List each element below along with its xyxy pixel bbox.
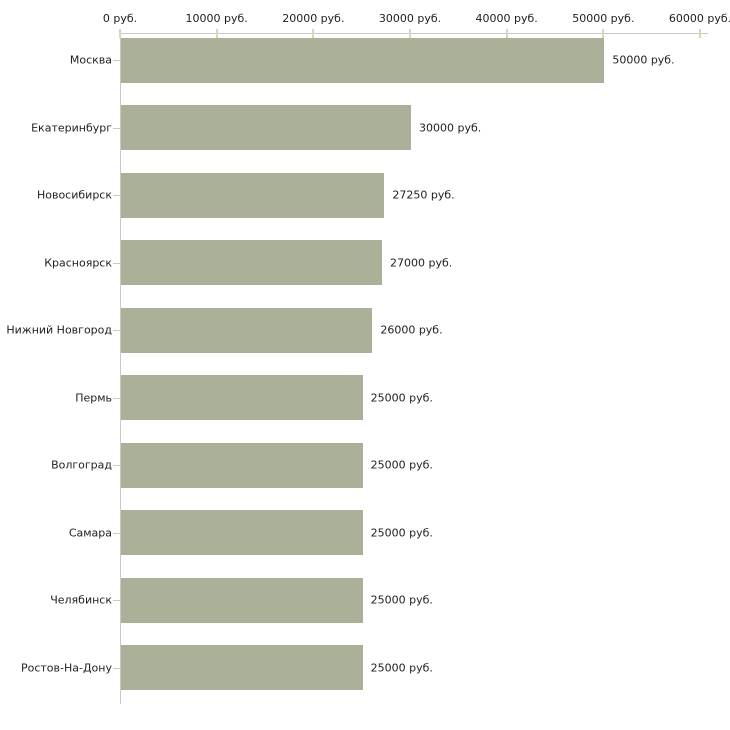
y-axis-tick-mark (113, 532, 121, 534)
value-label: 26000 руб. (380, 323, 443, 337)
bar (121, 577, 363, 623)
category-label: Волгоград (51, 458, 112, 472)
category-label: Челябинск (50, 593, 112, 607)
x-axis-tick-label: 50000 руб. (572, 12, 635, 25)
bar (121, 37, 605, 83)
category-label: Пермь (75, 391, 112, 404)
x-axis-tick-mark (409, 29, 411, 38)
x-axis-tick-label: 30000 руб. (378, 12, 442, 25)
value-label: 25000 руб. (370, 593, 433, 607)
category-label: Самара (68, 526, 112, 539)
bar (121, 510, 363, 555)
y-axis-tick-mark (113, 330, 121, 331)
x-axis-tick-label: 60000 руб. (668, 12, 730, 25)
category-label: Нижний Новгород (6, 323, 112, 337)
category-label: Новосибирск (36, 188, 112, 202)
value-label: 27000 руб. (390, 256, 453, 269)
x-axis-tick-mark (119, 29, 121, 38)
x-axis-line (120, 33, 708, 34)
y-axis-line (120, 33, 121, 704)
x-axis-tick-label: 10000 руб. (185, 12, 248, 25)
bar (121, 442, 363, 488)
value-label: 27250 руб. (392, 188, 455, 202)
bar (121, 240, 382, 285)
x-axis-tick-label: 20000 руб. (282, 12, 345, 25)
y-axis-tick-mark (113, 195, 121, 196)
x-axis-tick-mark (699, 29, 701, 38)
bar (121, 172, 385, 218)
value-label: 25000 руб. (370, 526, 433, 539)
bar (121, 645, 363, 690)
value-label: 50000 руб. (612, 53, 675, 67)
bar (121, 307, 373, 353)
x-axis-tick-mark (602, 29, 605, 38)
y-axis-tick-mark (113, 60, 121, 61)
y-axis-tick-mark (113, 262, 121, 264)
category-label: Ростов-На-Дону (20, 661, 112, 674)
x-axis-tick-mark (505, 29, 508, 38)
y-axis-tick-mark (113, 397, 121, 399)
x-axis-tick-mark (215, 29, 218, 38)
category-label: Москва (69, 53, 112, 67)
y-axis-tick-mark (113, 127, 121, 129)
value-label: 25000 руб. (370, 458, 433, 472)
value-label: 25000 руб. (370, 391, 433, 404)
y-axis-tick-mark (113, 600, 121, 601)
value-label: 30000 руб. (419, 121, 482, 134)
category-label: Красноярск (44, 256, 112, 269)
category-label: Екатеринбург (31, 121, 112, 134)
value-label: 25000 руб. (370, 661, 433, 674)
y-axis-tick-mark (113, 667, 121, 669)
bar (121, 375, 363, 420)
bar (121, 105, 411, 150)
x-axis-tick-label: 0 руб. (102, 12, 138, 25)
x-axis-tick-label: 40000 руб. (475, 12, 538, 25)
x-axis-tick-mark (312, 29, 315, 38)
y-axis-tick-mark (113, 465, 121, 466)
